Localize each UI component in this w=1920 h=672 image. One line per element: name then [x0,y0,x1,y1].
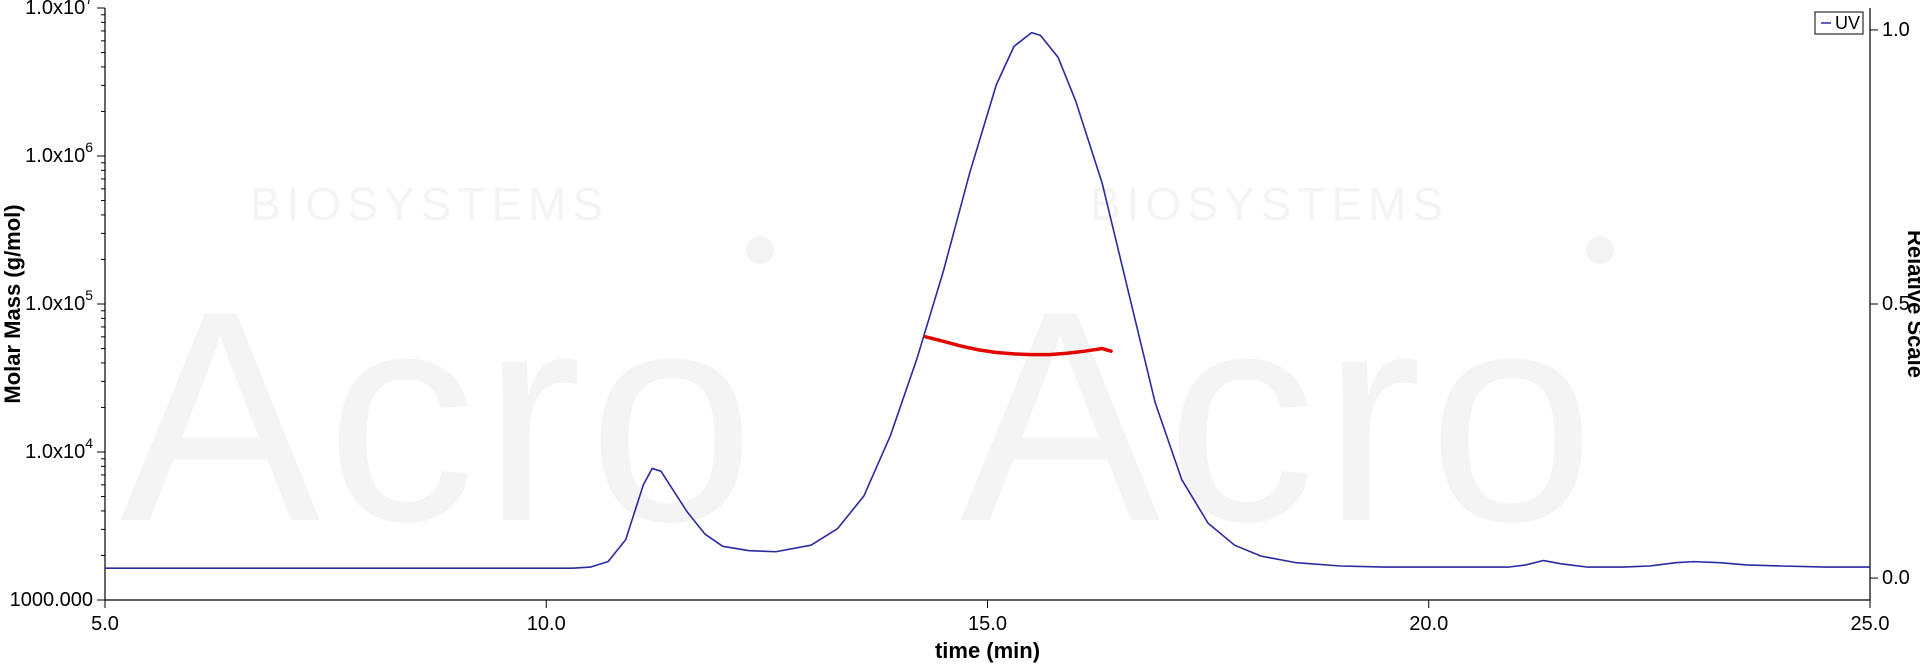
watermark-biosystems: BIOSYSTEMS [1090,178,1449,230]
chromatogram-chart: BIOSYSTEMS Acro BIOSYSTEMS Acro 5.0 10.0 15.0 2… [0,0,1920,672]
watermark-dot [1586,236,1614,264]
watermark: BIOSYSTEMS Acro BIOSYSTEMS Acro [120,178,1614,584]
x-tick-label: 15.0 [968,613,1007,635]
y-left-tick-label: 1.0x107 [25,0,93,19]
y-left-axis-title: Molar Mass (g/mol) [0,204,25,403]
watermark-acro: Acro [120,248,761,584]
watermark-biosystems: BIOSYSTEMS [250,178,609,230]
y-right-tick-label: 0.0 [1882,567,1910,589]
y-right-axis-title: Relative Scale [1903,230,1920,378]
x-tick-label: 10.0 [527,613,566,635]
x-axis-title: time (min) [935,638,1040,663]
y-left-tick-label: 1.0x104 [25,435,93,463]
x-tick-label: 20.0 [1409,613,1448,635]
legend-label: UV [1835,13,1860,33]
x-tick-label: 5.0 [91,613,119,635]
x-tick-label: 25.0 [1851,613,1890,635]
y-left-tick-label: 1.0x105 [25,287,93,315]
y-left-tick-label: 1.0x106 [25,139,93,167]
y-right-tick-label: 1.0 [1882,19,1910,41]
chart-svg: BIOSYSTEMS Acro BIOSYSTEMS Acro 5.0 10.0 15.0 2… [0,0,1920,672]
watermark-acro: Acro [960,248,1601,584]
watermark-dot [746,236,774,264]
y-left-tick-label: 1000.000 [10,589,93,611]
